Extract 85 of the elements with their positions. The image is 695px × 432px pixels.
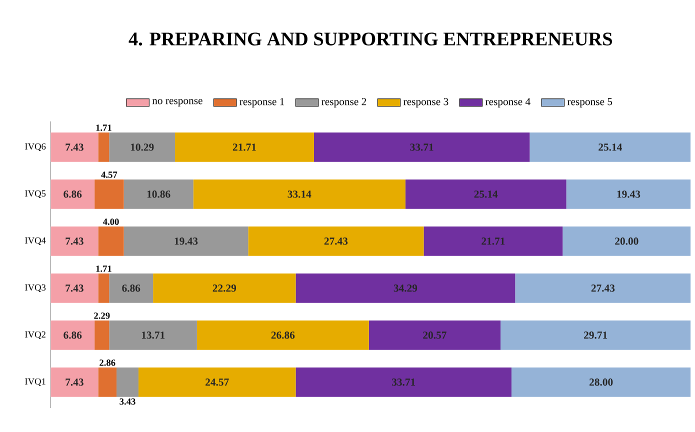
data-label: 27.43 bbox=[591, 284, 615, 292]
bar bbox=[248, 226, 424, 256]
chart-title: 4. PREPARING AND SUPPORTING ENTREPRENEURS bbox=[128, 32, 612, 46]
data-label: 1.71 bbox=[96, 124, 112, 131]
bar bbox=[153, 274, 296, 303]
data-label: 22.29 bbox=[212, 284, 236, 292]
data-label: 33.71 bbox=[392, 378, 416, 386]
bar bbox=[50, 274, 98, 303]
bar bbox=[562, 226, 691, 256]
bar bbox=[138, 367, 296, 397]
bar bbox=[50, 367, 98, 397]
bar bbox=[196, 320, 369, 350]
data-label: 21.71 bbox=[232, 144, 256, 151]
bar bbox=[109, 132, 176, 162]
bar bbox=[94, 320, 110, 350]
bar bbox=[50, 320, 95, 350]
bar bbox=[124, 180, 194, 209]
bar bbox=[50, 180, 95, 209]
data-label: 7.43 bbox=[66, 144, 84, 151]
data-label: 6.86 bbox=[64, 332, 82, 339]
legend-label: response 1 bbox=[240, 98, 284, 108]
data-label: 20.57 bbox=[423, 332, 446, 339]
bar bbox=[368, 320, 501, 350]
bar bbox=[94, 180, 124, 209]
bar bbox=[98, 226, 124, 256]
bar bbox=[98, 132, 110, 162]
bar bbox=[116, 367, 138, 397]
bar bbox=[175, 132, 314, 162]
legend-label: no response bbox=[152, 99, 202, 106]
y-tick-label: IVQ2 bbox=[25, 331, 46, 339]
data-label: 7.43 bbox=[66, 378, 84, 386]
bar bbox=[500, 320, 691, 350]
data-label: 13.71 bbox=[142, 332, 165, 339]
data-label: 29.71 bbox=[584, 332, 608, 339]
data-label: 2.29 bbox=[94, 312, 110, 319]
data-label: 19.43 bbox=[617, 190, 640, 198]
bar bbox=[124, 226, 248, 256]
data-label: 26.86 bbox=[271, 332, 295, 339]
data-label: 19.43 bbox=[174, 238, 198, 245]
y-tick-label: IVQ5 bbox=[25, 190, 46, 198]
bar bbox=[566, 180, 691, 209]
data-label: 25.14 bbox=[598, 144, 622, 151]
legend-label: response 2 bbox=[322, 98, 366, 108]
bar bbox=[405, 180, 566, 209]
data-label: 33.71 bbox=[410, 144, 434, 151]
data-label: 6.86 bbox=[64, 190, 82, 198]
y-tick-label: IVQ6 bbox=[25, 143, 46, 152]
bar bbox=[511, 367, 691, 397]
legend-label: response 3 bbox=[404, 98, 448, 108]
data-label: 1.71 bbox=[96, 266, 112, 272]
data-label: 7.43 bbox=[66, 284, 84, 292]
bar bbox=[296, 367, 512, 397]
data-label: 4.57 bbox=[101, 172, 118, 178]
data-label: 2.86 bbox=[100, 360, 116, 366]
y-tick-label: IVQ4 bbox=[25, 237, 46, 246]
data-label: 25.14 bbox=[474, 190, 498, 198]
data-label: 24.57 bbox=[206, 378, 229, 386]
bar bbox=[515, 274, 691, 303]
y-tick-label: IVQ3 bbox=[25, 284, 46, 292]
data-label: 6.86 bbox=[122, 284, 140, 292]
bar bbox=[98, 274, 110, 303]
data-label: 27.43 bbox=[324, 238, 348, 245]
bar bbox=[109, 274, 154, 303]
bar bbox=[50, 226, 98, 256]
bar bbox=[109, 320, 197, 350]
bar bbox=[50, 132, 98, 162]
data-label: 4.00 bbox=[102, 218, 119, 225]
bar bbox=[98, 367, 117, 397]
data-label: 28.00 bbox=[590, 378, 613, 386]
data-label: 21.71 bbox=[482, 238, 505, 245]
y-tick-label: IVQ1 bbox=[25, 378, 46, 386]
data-label: 3.43 bbox=[120, 398, 136, 405]
data-label: 34.29 bbox=[394, 284, 418, 292]
bar bbox=[314, 132, 530, 162]
bar bbox=[296, 274, 516, 303]
legend-label: response 4 bbox=[485, 98, 530, 108]
legend-label: response 5 bbox=[567, 98, 612, 108]
data-label: 7.43 bbox=[66, 238, 84, 245]
bar bbox=[193, 180, 406, 209]
bar bbox=[530, 132, 691, 162]
data-label: 10.86 bbox=[147, 190, 170, 198]
data-label: 33.14 bbox=[288, 190, 312, 198]
bar bbox=[424, 226, 563, 256]
data-label: 20.00 bbox=[615, 238, 638, 245]
data-label: 10.29 bbox=[130, 144, 154, 151]
